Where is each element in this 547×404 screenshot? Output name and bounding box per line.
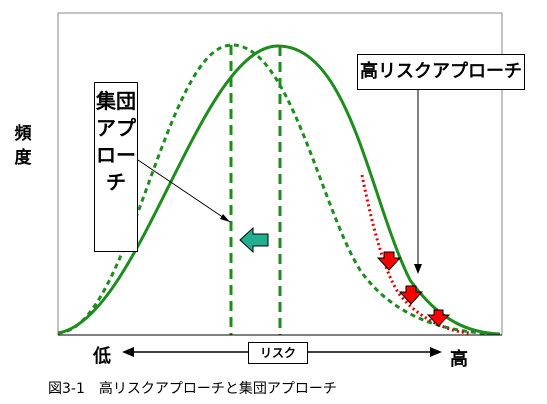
risk-axis-right-arrowhead [430,347,442,357]
x-high-label: 高 [450,349,468,370]
down-arrow-icon [398,285,424,305]
shift-left-arrow-icon [239,226,269,254]
population-approach-label: 集団アプローチ [94,82,138,252]
x-low-label: 低 [93,346,111,367]
x-axis-label: リスク [248,342,308,364]
figure-caption: 図3-1 高リスクアプローチと集団アプローチ [48,381,337,397]
y-axis-label: 頻度 [14,124,32,168]
leader-arrowhead [220,214,230,222]
risk-axis-left-arrowhead [122,347,134,357]
high-risk-approach-label: 高リスクアプローチ [357,54,525,90]
leader-arrowhead [414,264,422,274]
original-distribution-curve [57,44,501,336]
high-risk-tail-curve [360,174,471,335]
down-arrow-icon [376,251,402,271]
population-leader-line [137,159,231,223]
down-arrow-icon [426,309,451,327]
